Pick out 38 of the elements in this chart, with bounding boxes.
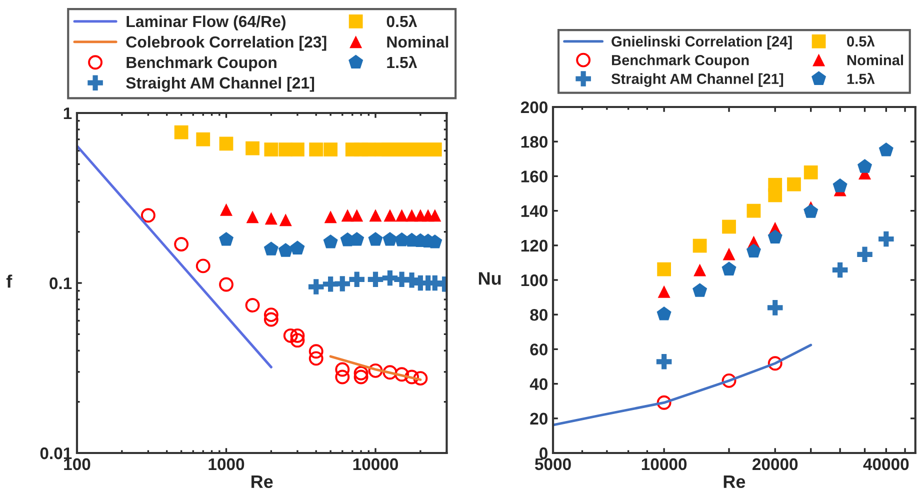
y-tick-label: 0.1 — [50, 277, 72, 290]
y-tick-label: 200 — [520, 101, 548, 114]
y-axis-title: f — [6, 274, 12, 288]
y-tick-label: 20 — [530, 412, 548, 425]
x-tick-label: 5000 — [534, 458, 571, 470]
legend-label: Nominal — [387, 36, 448, 48]
y-tick-label: 180 — [521, 136, 548, 148]
legend-label: Straight AM Channel [21] — [126, 76, 314, 92]
x-axis-title: Re — [724, 475, 746, 488]
x-tick-label: 10000 — [353, 458, 398, 470]
y-tick-label: 80 — [530, 309, 548, 321]
legend-label: Straight AM Channel [21] — [611, 73, 784, 87]
legend-label: Nominal — [847, 54, 903, 66]
x-tick-label: 100 — [64, 458, 90, 470]
y-axis-title: Nu — [478, 272, 501, 285]
y-tick-label: 0 — [540, 447, 548, 460]
legend-label: Benchmark Coupon — [612, 54, 749, 68]
legend-label: 0.5λ — [386, 15, 418, 28]
y-tick-label: 60 — [530, 344, 548, 356]
legend-label: 1.5λ — [387, 56, 418, 68]
x-tick-label: 20000 — [752, 458, 798, 470]
legend-label: Benchmark Coupon — [126, 56, 276, 72]
legend-label: Colebrook Correlation [23] — [126, 36, 326, 51]
y-tick-label: 1 — [64, 108, 72, 120]
y-tick-label: 120 — [521, 240, 548, 252]
x-tick-label: 1000 — [208, 458, 244, 470]
legend-label: 0.5λ — [847, 36, 875, 47]
legend-label: 1.5λ — [847, 72, 875, 84]
y-tick-label: 40 — [530, 378, 548, 390]
y-tick-label: 0.01 — [40, 447, 72, 460]
y-tick-label: 160 — [521, 170, 548, 182]
y-tick-label: 100 — [521, 274, 548, 286]
x-axis-title: Re — [252, 475, 273, 488]
x-tick-label: 10000 — [642, 458, 687, 470]
legend-label: Gnielinski Correlation [24] — [612, 36, 792, 50]
y-tick-label: 140 — [521, 205, 548, 218]
x-tick-label: 40000 — [863, 458, 909, 470]
legend-label: Laminar Flow (64/Re) — [126, 15, 286, 30]
